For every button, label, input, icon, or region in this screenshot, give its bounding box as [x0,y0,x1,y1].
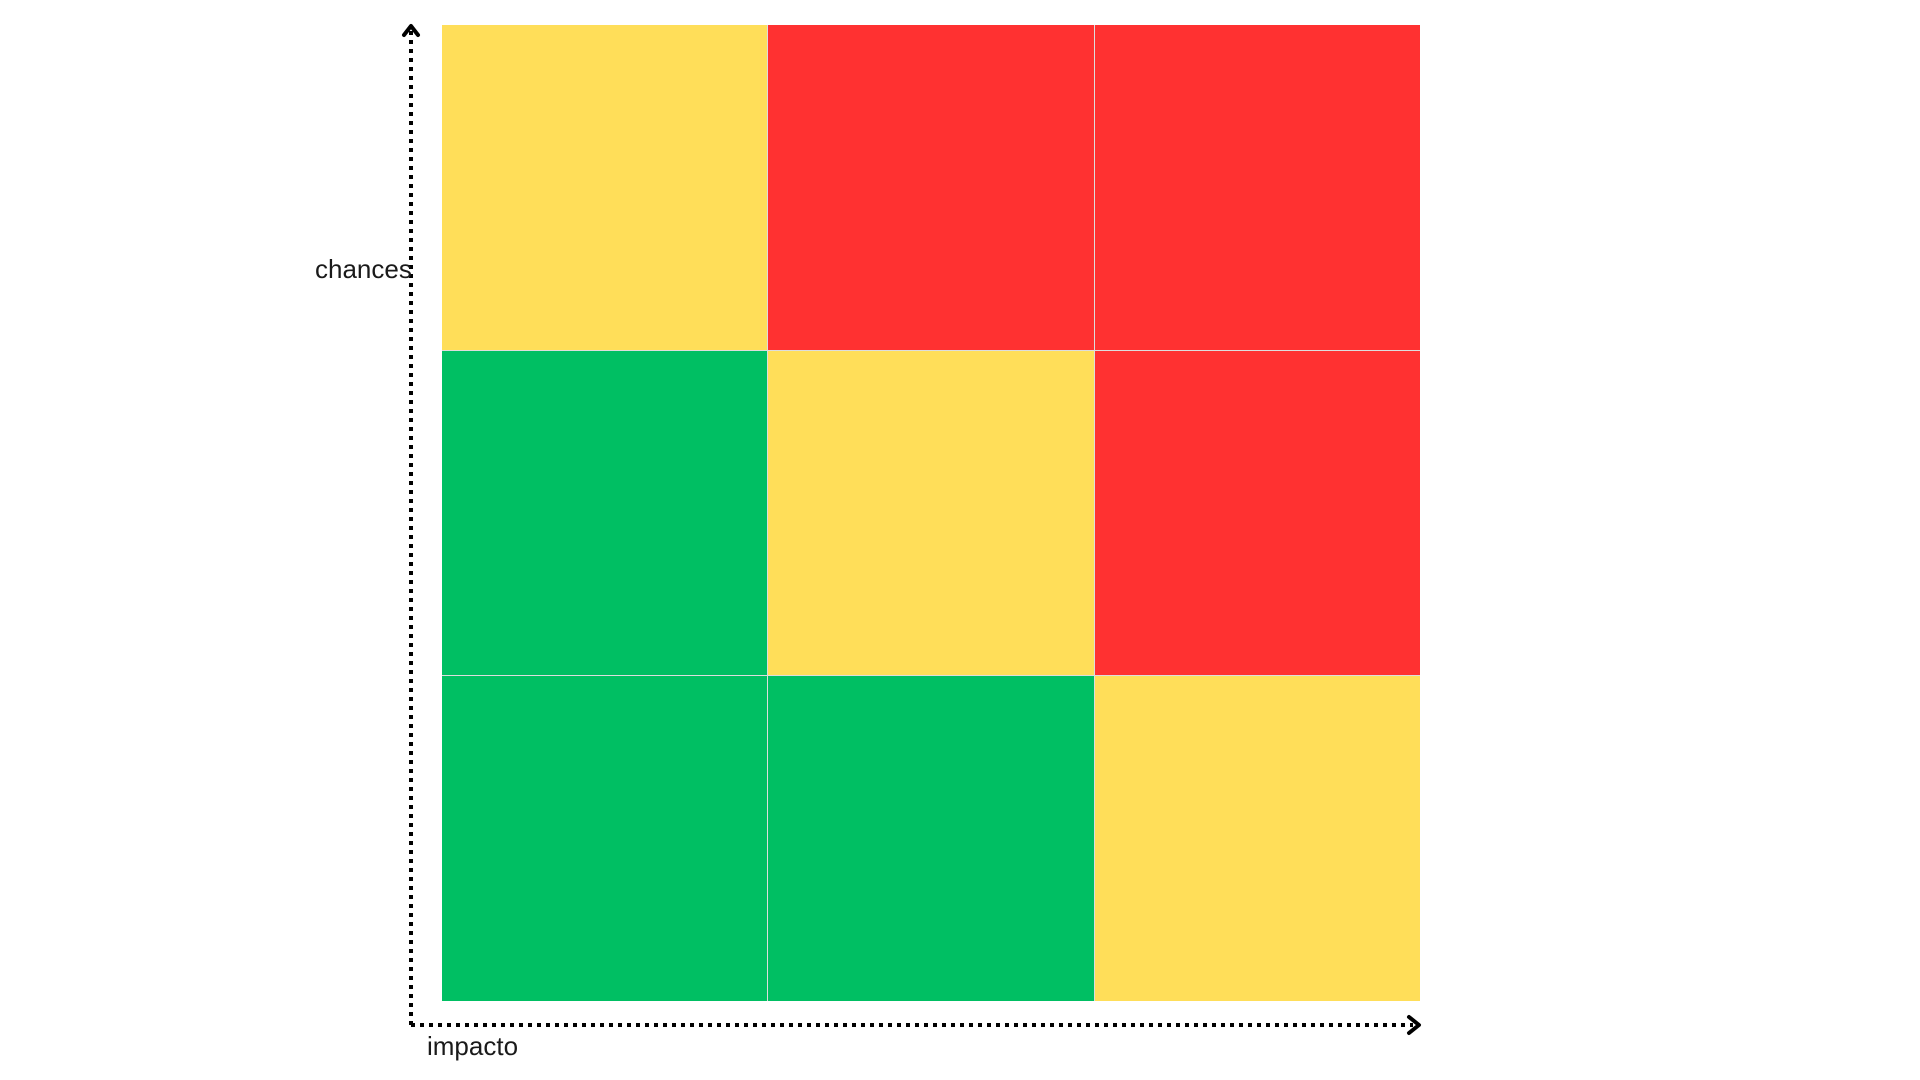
x-axis-arrowhead [1407,1015,1421,1035]
matrix-cell-low [768,676,1094,1001]
matrix-cell-medium [442,25,768,350]
matrix-cell-high [768,25,1094,350]
matrix-cell-high [1094,350,1420,676]
matrix-cell-low [442,676,768,1001]
risk-matrix-grid [442,25,1420,1001]
matrix-cell-medium [1094,676,1420,1001]
matrix-cell-medium [768,350,1094,676]
x-axis-label: impacto [427,1031,519,1061]
y-axis-arrowhead [402,24,420,37]
y-axis-label: chances [315,254,412,284]
matrix-cell-low [442,350,768,676]
matrix-cell-high [1094,25,1420,350]
